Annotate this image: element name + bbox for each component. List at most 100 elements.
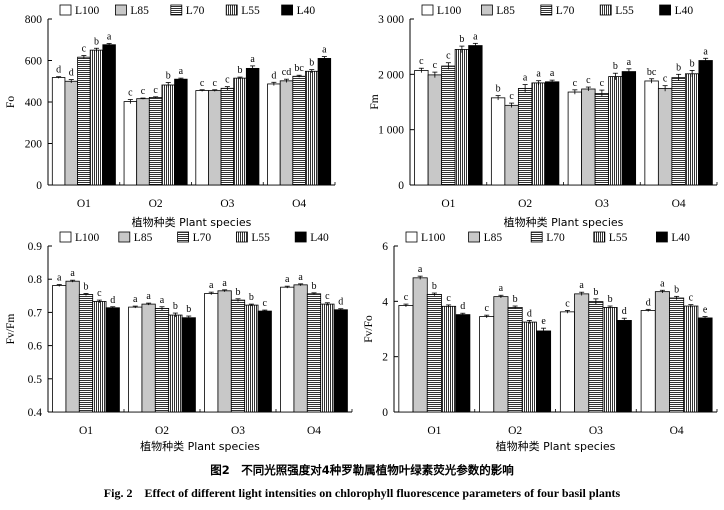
significance-letter: c bbox=[573, 78, 578, 89]
significance-letter: a bbox=[285, 274, 290, 285]
bar-l70 bbox=[77, 56, 91, 186]
significance-letter: b bbox=[613, 61, 618, 72]
significance-letter: bc bbox=[294, 63, 304, 74]
bar-l85 bbox=[293, 284, 308, 413]
y-tick-label: 2 bbox=[382, 352, 388, 364]
y-tick-label: 0.9 bbox=[28, 241, 43, 253]
significance-letter: b bbox=[94, 36, 99, 47]
bar-l100 bbox=[195, 90, 209, 186]
x-axis-label: 植物种类 Plant species bbox=[504, 215, 624, 229]
bar-l100 bbox=[640, 310, 656, 413]
significance-letter: b bbox=[186, 304, 191, 315]
legend-label-l40: L40 bbox=[297, 5, 316, 17]
chart-panel-3: 0.4 0.5 0.6 0.7 0.8 0.9 Fv/Fm 植物种类 Plant specie… bbox=[5, 231, 353, 453]
bar-l55 bbox=[168, 314, 183, 413]
y-axis-label: Fo bbox=[5, 96, 17, 108]
significance-letter: a bbox=[703, 46, 708, 57]
legend-swatch-l85 bbox=[118, 231, 131, 243]
bar-l40 bbox=[536, 330, 552, 413]
bar-l85 bbox=[64, 80, 78, 186]
bar-l40 bbox=[468, 45, 483, 186]
significance-letter: d bbox=[56, 65, 61, 76]
y-tick-label: 2 000 bbox=[378, 69, 404, 81]
bar-l70 bbox=[588, 301, 604, 413]
significance-letter: b bbox=[173, 301, 178, 312]
significance-letter: c bbox=[484, 303, 489, 314]
x-tick-label: O2 bbox=[508, 425, 522, 437]
bar-l70 bbox=[594, 93, 610, 186]
bar-l70 bbox=[441, 65, 456, 186]
legend-swatch-l100 bbox=[59, 4, 72, 16]
bar-l55 bbox=[92, 301, 107, 413]
legend-label-l55: L55 bbox=[609, 232, 628, 244]
x-tick-label: O1 bbox=[441, 198, 455, 210]
significance-letter: a bbox=[499, 283, 504, 294]
significance-letter: e bbox=[541, 316, 546, 327]
y-axis-label: Fv/Fo bbox=[363, 315, 375, 343]
significance-letter: c bbox=[446, 293, 451, 304]
bar-l70 bbox=[220, 87, 235, 186]
significance-letter: d bbox=[460, 301, 465, 312]
bar-l55 bbox=[602, 307, 618, 413]
significance-letter: b bbox=[236, 287, 241, 298]
legend-label-l85: L85 bbox=[484, 232, 503, 244]
significance-letter: c bbox=[82, 44, 87, 55]
x-tick-label: O1 bbox=[427, 425, 441, 437]
bar-l55 bbox=[521, 321, 537, 413]
bar-l85 bbox=[504, 104, 519, 186]
bar-l55 bbox=[320, 303, 335, 413]
bar-l100 bbox=[52, 285, 67, 413]
legend-swatch-l85 bbox=[115, 4, 127, 16]
significance-letter: a bbox=[133, 294, 138, 305]
y-axis-label: Fv/Fm bbox=[5, 314, 17, 345]
bar-l70 bbox=[517, 88, 533, 186]
significance-letter: c bbox=[446, 51, 451, 62]
significance-letter: b bbox=[238, 65, 243, 76]
legend-swatch-l70 bbox=[170, 4, 183, 16]
bar-l40 bbox=[181, 317, 196, 413]
x-tick-label: O4 bbox=[292, 198, 306, 210]
bar-l100 bbox=[479, 316, 495, 413]
bar-l55 bbox=[531, 82, 546, 186]
legend-swatch-l100 bbox=[59, 231, 72, 243]
significance-letter: c bbox=[213, 78, 218, 89]
bar-l85 bbox=[412, 277, 428, 413]
legend-label-l100: L100 bbox=[75, 232, 100, 244]
significance-letter: c bbox=[509, 91, 514, 102]
significance-letter: a bbox=[160, 295, 165, 306]
legend-label-l85: L85 bbox=[134, 232, 153, 244]
bar-l100 bbox=[51, 77, 66, 186]
x-axis-label: 植物种类 Plant species bbox=[140, 439, 260, 453]
bar-l100 bbox=[280, 286, 295, 413]
legend-swatch-l40 bbox=[294, 231, 307, 243]
significance-letter: d bbox=[69, 68, 74, 79]
legend-swatch-l70 bbox=[177, 231, 190, 243]
legend-swatch-l70 bbox=[530, 231, 543, 243]
significance-letter: a bbox=[523, 73, 528, 84]
significance-letter: c bbox=[586, 75, 591, 86]
bar-l100 bbox=[204, 293, 219, 413]
y-tick-label: 0.7 bbox=[28, 307, 43, 319]
bar-l100 bbox=[567, 91, 583, 186]
significance-letter: d bbox=[646, 297, 651, 308]
legend-swatch-l85 bbox=[480, 4, 493, 16]
significance-letter: a bbox=[550, 68, 555, 79]
legend-label-l40: L40 bbox=[671, 232, 690, 244]
significance-letter: c bbox=[200, 78, 205, 89]
significance-letter: c bbox=[689, 293, 694, 304]
significance-letter: b bbox=[593, 287, 598, 298]
x-tick-label: O1 bbox=[77, 198, 91, 210]
legend-label-l70: L70 bbox=[556, 5, 575, 17]
legend-swatch-l40 bbox=[281, 4, 294, 16]
bar-l70 bbox=[292, 75, 306, 186]
legend-label-l55: L55 bbox=[241, 5, 260, 17]
significance-letter: c bbox=[225, 75, 230, 86]
bar-l40 bbox=[105, 307, 120, 413]
significance-letter: d bbox=[271, 70, 276, 81]
significance-letter: b bbox=[249, 292, 254, 303]
bar-l40 bbox=[317, 58, 332, 186]
x-axis-label: 植物种类 Plant species bbox=[132, 215, 252, 229]
y-tick-label: 200 bbox=[25, 139, 43, 151]
